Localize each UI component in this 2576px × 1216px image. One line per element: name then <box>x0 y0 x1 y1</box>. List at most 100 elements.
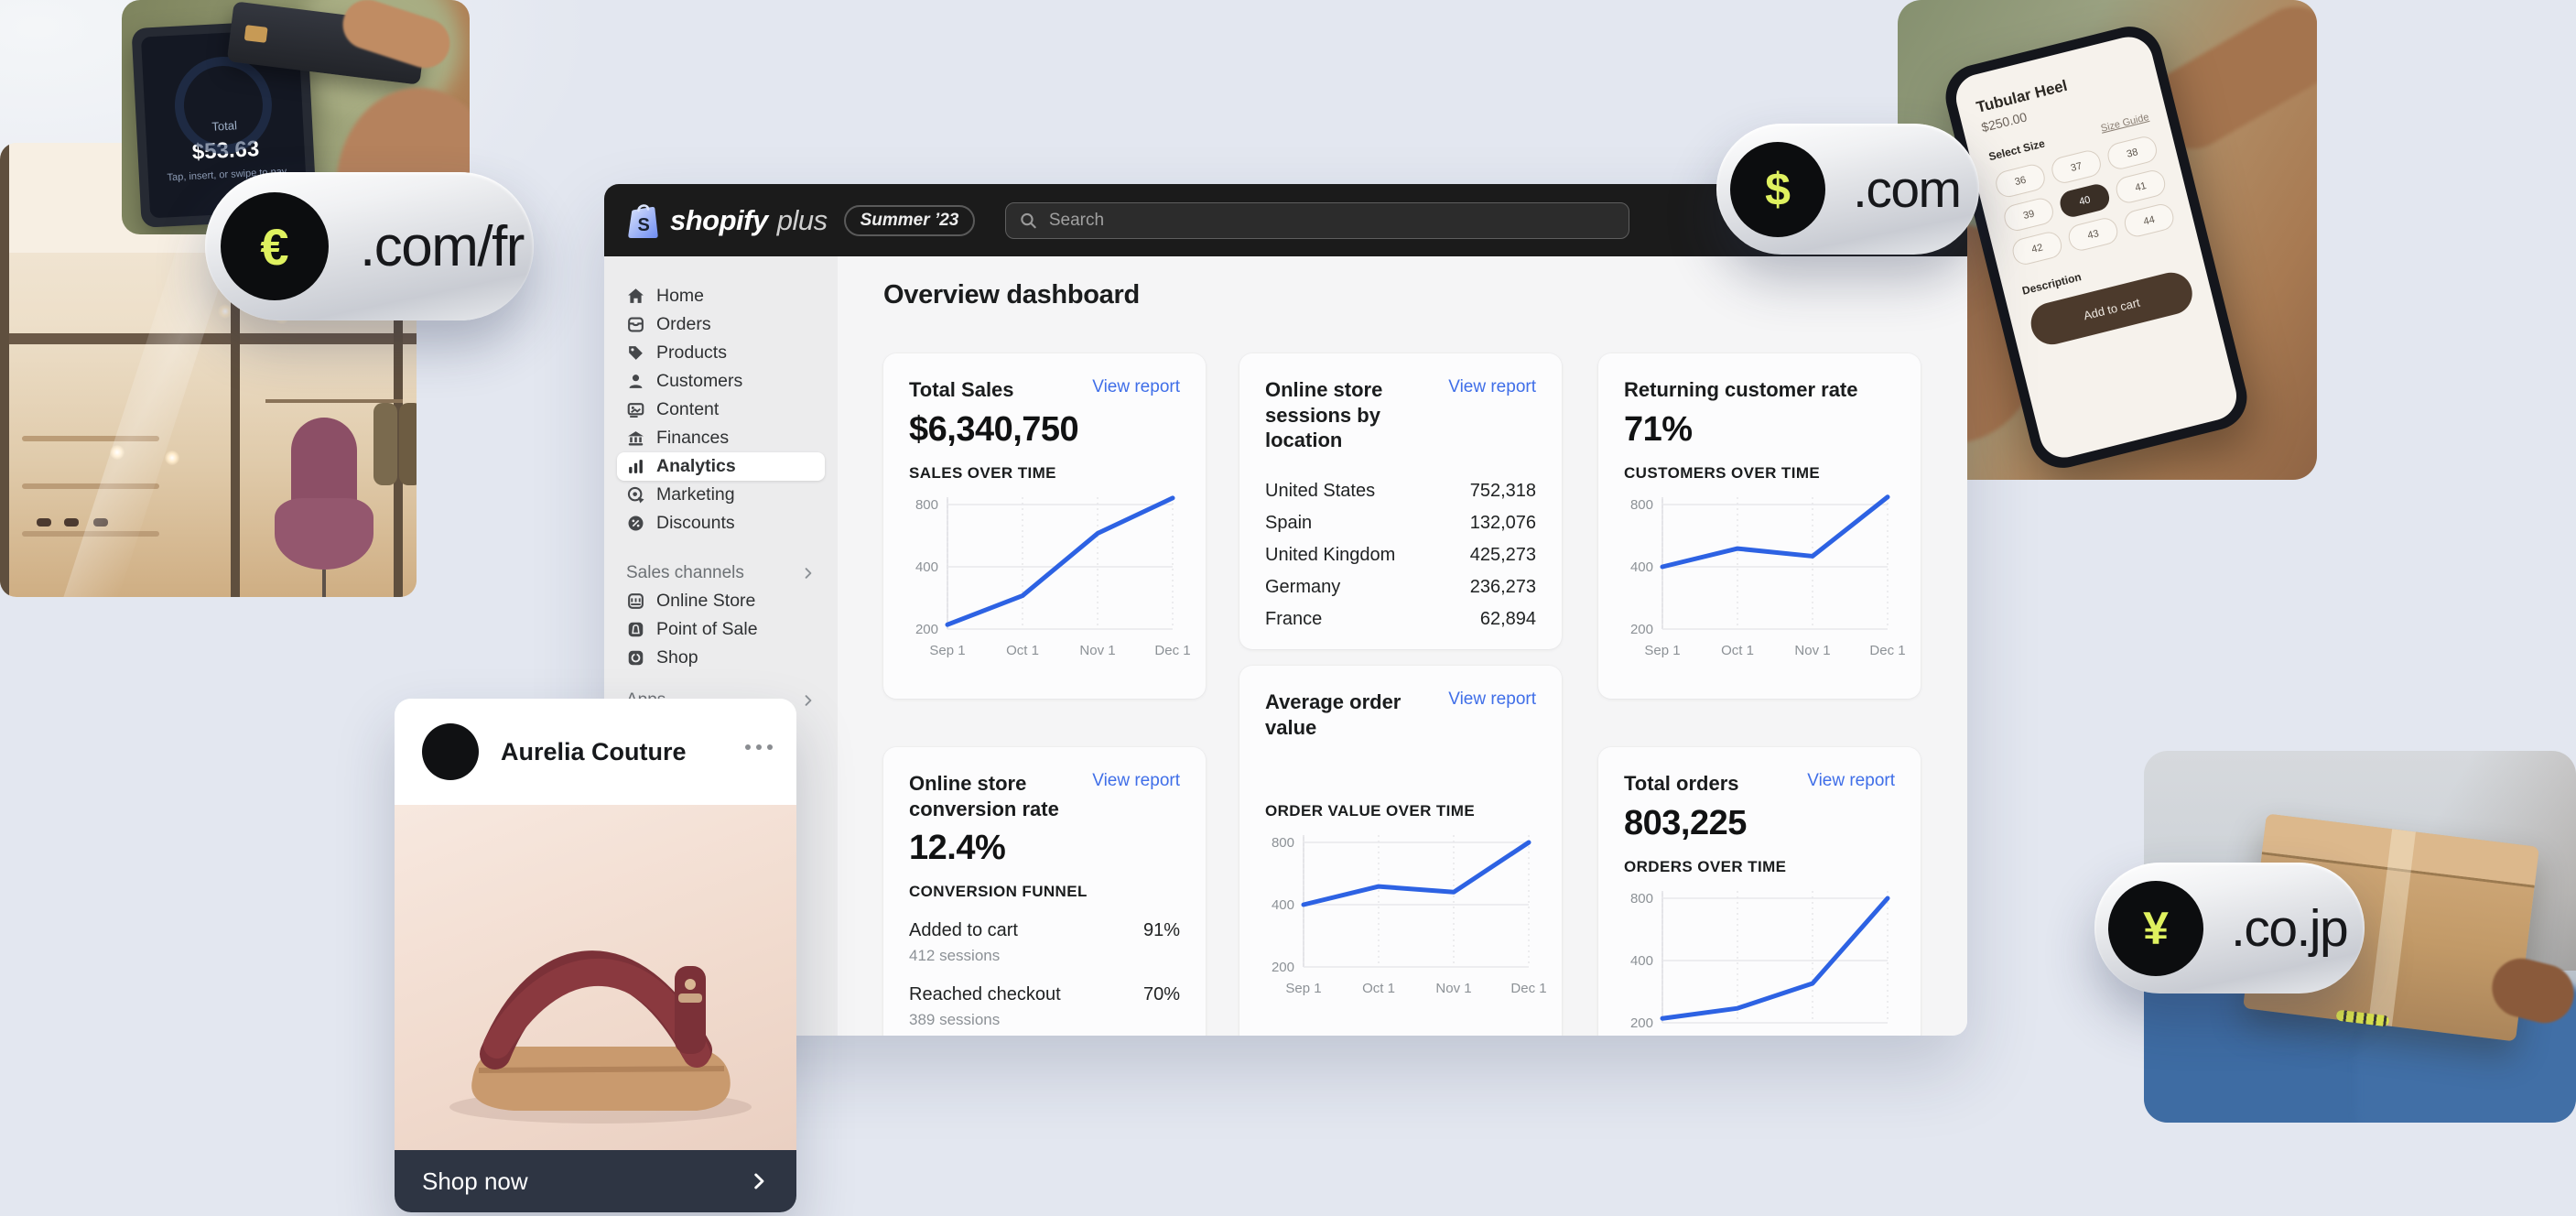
store-window-mullion <box>0 143 9 597</box>
view-report-link[interactable]: View report <box>1807 771 1895 790</box>
store-window-mullion <box>394 143 403 597</box>
svg-text:400: 400 <box>915 559 938 575</box>
orders-icon <box>626 315 645 334</box>
size-chip: 37 <box>2049 147 2104 186</box>
funnel-row: Added to cart 412 sessions 91% <box>909 920 1180 965</box>
logo-wordmark: shopify <box>670 203 768 236</box>
storefront-icon <box>626 592 645 611</box>
session-count: 62,894 <box>1479 608 1536 629</box>
sales-channels-section[interactable]: Sales channels <box>626 559 816 587</box>
svg-text:400: 400 <box>1630 559 1653 575</box>
store-window-mullion <box>231 143 240 597</box>
view-report-link[interactable]: View report <box>1092 377 1180 396</box>
sidebar-item-home[interactable]: Home <box>617 282 825 310</box>
svg-text:800: 800 <box>1630 497 1653 513</box>
more-options-icon[interactable] <box>745 744 773 750</box>
svg-text:Nov 1: Nov 1 <box>1435 981 1471 996</box>
domain-label: .com <box>1853 159 1962 219</box>
size-chip: 42 <box>2009 229 2065 267</box>
funnel-step-sessions: 389 sessions <box>909 1011 1001 1028</box>
shopify-bag-icon: S <box>628 203 658 238</box>
tag-icon <box>626 343 645 363</box>
sales-over-time-chart: 800 400 200 Sep 1 Oct 1 Nov 1 Dec 1 <box>915 494 1191 658</box>
total-orders-value: 803,225 <box>1624 803 1747 842</box>
country-label: United States <box>1265 480 1376 501</box>
sidebar-item-label: Shop <box>656 647 698 668</box>
svg-text:200: 200 <box>1630 622 1653 637</box>
average-order-value-card: Average order value View report ORDER VA… <box>1239 666 1562 1036</box>
svg-text:Oct 1: Oct 1 <box>1721 643 1754 658</box>
shop-now-button[interactable]: Shop now <box>395 1150 796 1212</box>
size-chip: 44 <box>2121 201 2177 240</box>
svg-text:200: 200 <box>1630 1015 1653 1031</box>
session-count: 425,273 <box>1469 544 1536 565</box>
page-title: Overview dashboard <box>883 280 1140 309</box>
funnel-step-pct: 70% <box>1142 984 1180 1004</box>
spotlight <box>110 445 124 460</box>
shoe <box>93 518 108 527</box>
card-title: Returning customer rate <box>1624 378 1858 401</box>
search-input[interactable] <box>1046 210 1616 232</box>
size-chip-selected: 40 <box>2057 181 2113 220</box>
card-title: Online store sessions by location <box>1265 378 1383 451</box>
sidebar-item-customers[interactable]: Customers <box>617 367 825 396</box>
sidebar-item-marketing[interactable]: Marketing <box>617 481 825 509</box>
svg-text:400: 400 <box>1272 897 1294 913</box>
sidebar-item-online-store[interactable]: Online Store <box>617 587 825 615</box>
sidebar-item-point-of-sale[interactable]: Point of Sale <box>617 615 825 644</box>
spotlight <box>165 451 179 465</box>
dashboard-content: Overview dashboard Total Sales View repo… <box>838 256 1967 1036</box>
sidebar-item-orders[interactable]: Orders <box>617 310 825 339</box>
funnel-label: CONVERSION FUNNEL <box>909 883 1088 900</box>
conversion-rate-card: Online store conversion rate View report… <box>883 747 1206 1036</box>
store-name: Aurelia Couture <box>501 737 687 765</box>
card-title: Total Sales <box>909 378 1014 401</box>
svg-text:Dec 1: Dec 1 <box>1154 643 1190 658</box>
svg-text:Sep 1: Sep 1 <box>1285 981 1321 996</box>
search-icon <box>1021 212 1036 229</box>
svg-text:Sep 1: Sep 1 <box>1644 643 1680 658</box>
sidebar-item-label: Orders <box>656 314 711 334</box>
returning-customer-rate-card: Returning customer rate 71% CUSTOMERS OV… <box>1598 353 1921 699</box>
total-orders-card: Total orders View report 803,225 ORDERS … <box>1598 747 1921 1036</box>
sidebar-item-products[interactable]: Products <box>617 339 825 367</box>
clothes-rack <box>265 399 403 403</box>
chart-label: ORDER VALUE OVER TIME <box>1265 802 1476 820</box>
session-row: United Kingdom 425,273 <box>1265 539 1536 571</box>
view-report-link[interactable]: View report <box>1092 771 1180 790</box>
view-report-link[interactable]: View report <box>1448 377 1536 396</box>
order-value-over-time-chart: 800 400 200 Sep 1 Oct 1 Nov 1 Dec 1 <box>1272 835 1547 996</box>
view-report-link[interactable]: View report <box>1448 689 1536 709</box>
sandal-illustration <box>449 950 752 1124</box>
hanging-coat <box>399 403 417 485</box>
chart-label: ORDERS OVER TIME <box>1624 857 1787 875</box>
sidebar-item-label: Analytics <box>656 456 736 476</box>
domain-label: .co.jp <box>2231 898 2349 958</box>
sidebar-item-content[interactable]: Content <box>617 396 825 424</box>
sidebar-item-label: Home <box>656 286 705 306</box>
hanging-coat <box>373 403 397 485</box>
shelf <box>22 436 159 441</box>
svg-text:Nov 1: Nov 1 <box>1079 643 1115 658</box>
sidebar-item-discounts[interactable]: Discounts <box>617 509 825 537</box>
shelf <box>22 483 159 489</box>
bank-icon <box>626 429 645 448</box>
sidebar-item-shop[interactable]: Shop <box>617 644 825 672</box>
card-title: Online store conversion rate <box>909 772 1059 820</box>
search-bar[interactable] <box>1005 202 1629 239</box>
shoe <box>37 518 51 527</box>
dollar-icon: $ <box>1730 141 1825 237</box>
sidebar-item-analytics[interactable]: Analytics <box>617 452 825 481</box>
conversion-rate-value: 12.4% <box>909 829 1006 867</box>
funnel-step-label: Reached checkout <box>909 984 1061 1004</box>
discount-icon <box>626 514 645 533</box>
sidebar-item-finances[interactable]: Finances <box>617 424 825 452</box>
select-size-label: Select Size <box>1986 136 2047 164</box>
release-badge: Summer ’23 <box>843 204 976 236</box>
customers-over-time-chart: 800 400 200 Sep 1 Oct 1 Nov 1 Dec 1 <box>1630 494 1906 658</box>
sidebar-item-label: Finances <box>656 428 730 448</box>
credit-card-chip <box>244 25 268 43</box>
card-title: Total orders <box>1624 772 1739 795</box>
